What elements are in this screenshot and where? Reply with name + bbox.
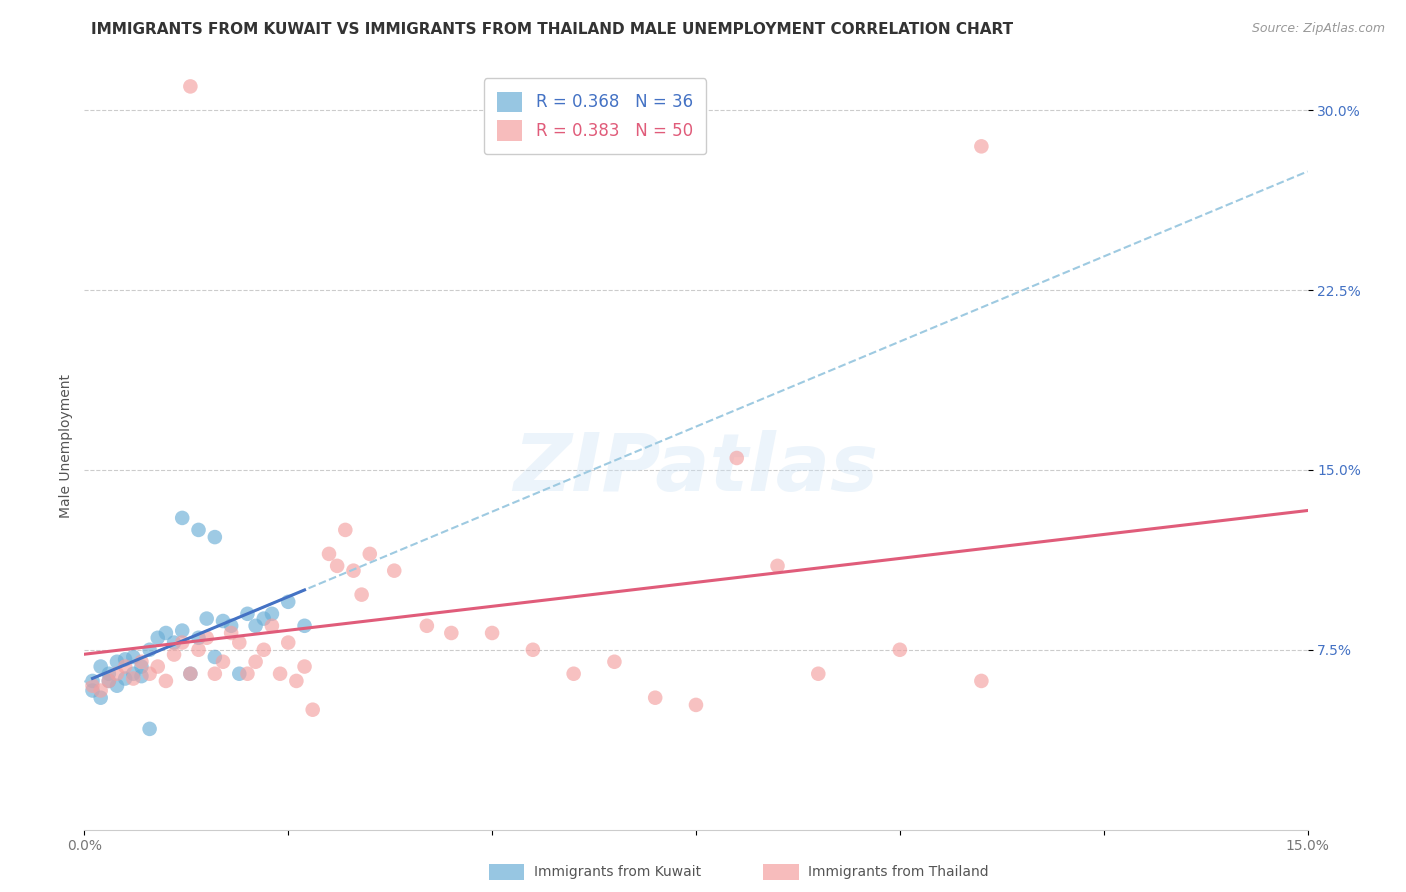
Point xyxy=(82,679,104,693)
Point xyxy=(131,655,153,669)
Point xyxy=(350,588,373,602)
Point xyxy=(294,659,316,673)
Point xyxy=(187,631,209,645)
Point xyxy=(90,690,112,705)
Point xyxy=(277,635,299,649)
Point xyxy=(195,631,218,645)
Point xyxy=(382,564,405,578)
Legend: R = 0.368   N = 36, R = 0.383   N = 50: R = 0.368 N = 36, R = 0.383 N = 50 xyxy=(484,78,706,154)
Point xyxy=(889,642,911,657)
Point xyxy=(131,659,153,673)
Text: ZIPatlas: ZIPatlas xyxy=(513,430,879,508)
Point xyxy=(105,679,128,693)
Point xyxy=(644,690,666,705)
Point xyxy=(766,558,789,573)
Point xyxy=(603,655,626,669)
Point xyxy=(195,612,218,626)
Text: Source: ZipAtlas.com: Source: ZipAtlas.com xyxy=(1251,22,1385,36)
Point xyxy=(172,624,194,638)
Point xyxy=(219,619,242,633)
Point xyxy=(122,672,145,686)
Point xyxy=(131,669,153,683)
Text: Immigrants from Thailand: Immigrants from Thailand xyxy=(808,865,988,880)
Text: Immigrants from Kuwait: Immigrants from Kuwait xyxy=(534,865,702,880)
Point xyxy=(146,659,169,673)
Point xyxy=(269,666,291,681)
Point xyxy=(228,666,250,681)
Point xyxy=(245,619,267,633)
Point xyxy=(155,673,177,688)
Point xyxy=(97,666,120,681)
Point xyxy=(138,666,160,681)
Point xyxy=(114,672,136,686)
Point xyxy=(301,703,323,717)
Point xyxy=(114,659,136,673)
Point xyxy=(562,666,585,681)
Point xyxy=(155,626,177,640)
Point xyxy=(212,614,235,628)
Point xyxy=(335,523,357,537)
Point xyxy=(114,652,136,666)
Point xyxy=(172,511,194,525)
Point xyxy=(122,666,145,681)
Point xyxy=(204,666,226,681)
Point xyxy=(970,673,993,688)
Y-axis label: Male Unemployment: Male Unemployment xyxy=(59,374,73,518)
Point xyxy=(359,547,381,561)
Point xyxy=(90,659,112,673)
Point xyxy=(122,649,145,664)
Point xyxy=(82,673,104,688)
Point xyxy=(260,607,283,621)
Point xyxy=(179,79,201,94)
Point xyxy=(204,649,226,664)
Point xyxy=(163,648,186,662)
Point xyxy=(236,666,259,681)
Point xyxy=(138,642,160,657)
Point xyxy=(82,683,104,698)
Point xyxy=(146,631,169,645)
Point xyxy=(138,722,160,736)
Point xyxy=(326,558,349,573)
Point xyxy=(163,635,186,649)
Point xyxy=(725,450,748,465)
Point xyxy=(245,655,267,669)
Point xyxy=(105,666,128,681)
Point xyxy=(212,655,235,669)
Point xyxy=(294,619,316,633)
Point xyxy=(685,698,707,712)
Point xyxy=(481,626,503,640)
Point xyxy=(342,564,364,578)
Point xyxy=(187,523,209,537)
Point xyxy=(204,530,226,544)
Point xyxy=(260,619,283,633)
Point xyxy=(807,666,830,681)
Point xyxy=(179,666,201,681)
Point xyxy=(253,642,276,657)
Point xyxy=(285,673,308,688)
Text: IMMIGRANTS FROM KUWAIT VS IMMIGRANTS FROM THAILAND MALE UNEMPLOYMENT CORRELATION: IMMIGRANTS FROM KUWAIT VS IMMIGRANTS FRO… xyxy=(91,22,1014,37)
Point xyxy=(440,626,463,640)
Point xyxy=(318,547,340,561)
Point xyxy=(97,673,120,688)
Point xyxy=(416,619,439,633)
Point xyxy=(179,666,201,681)
Point xyxy=(187,642,209,657)
Point xyxy=(228,635,250,649)
Point xyxy=(277,595,299,609)
Point xyxy=(90,683,112,698)
Point xyxy=(97,673,120,688)
Point xyxy=(105,655,128,669)
Point xyxy=(219,626,242,640)
Point xyxy=(970,139,993,153)
Point xyxy=(236,607,259,621)
Point xyxy=(253,612,276,626)
Point xyxy=(522,642,544,657)
Point xyxy=(172,635,194,649)
